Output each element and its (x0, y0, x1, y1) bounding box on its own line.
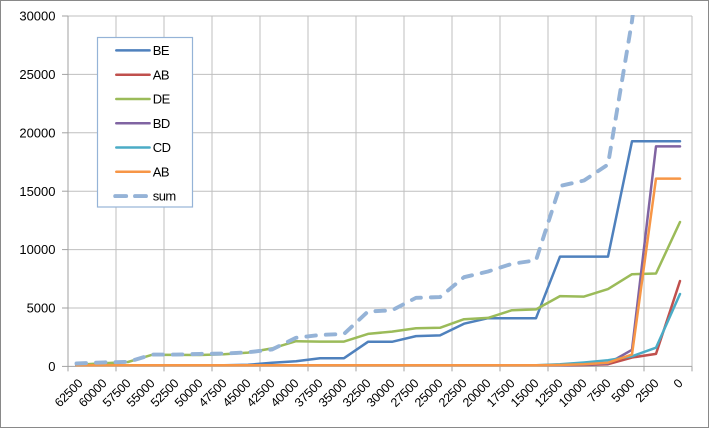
svg-text:20000: 20000 (19, 125, 55, 140)
svg-text:sum: sum (153, 189, 176, 204)
svg-text:0: 0 (48, 359, 55, 374)
svg-text:DE: DE (153, 92, 171, 107)
svg-text:30000: 30000 (19, 9, 55, 24)
svg-text:15000: 15000 (19, 184, 55, 199)
svg-text:5000: 5000 (27, 301, 56, 316)
svg-text:BE: BE (153, 43, 170, 58)
svg-text:10000: 10000 (19, 242, 55, 257)
svg-text:CD: CD (153, 140, 171, 155)
svg-text:25000: 25000 (19, 67, 55, 82)
svg-text:BD: BD (153, 116, 170, 131)
svg-text:AB: AB (153, 164, 169, 179)
svg-text:AB: AB (153, 67, 169, 82)
